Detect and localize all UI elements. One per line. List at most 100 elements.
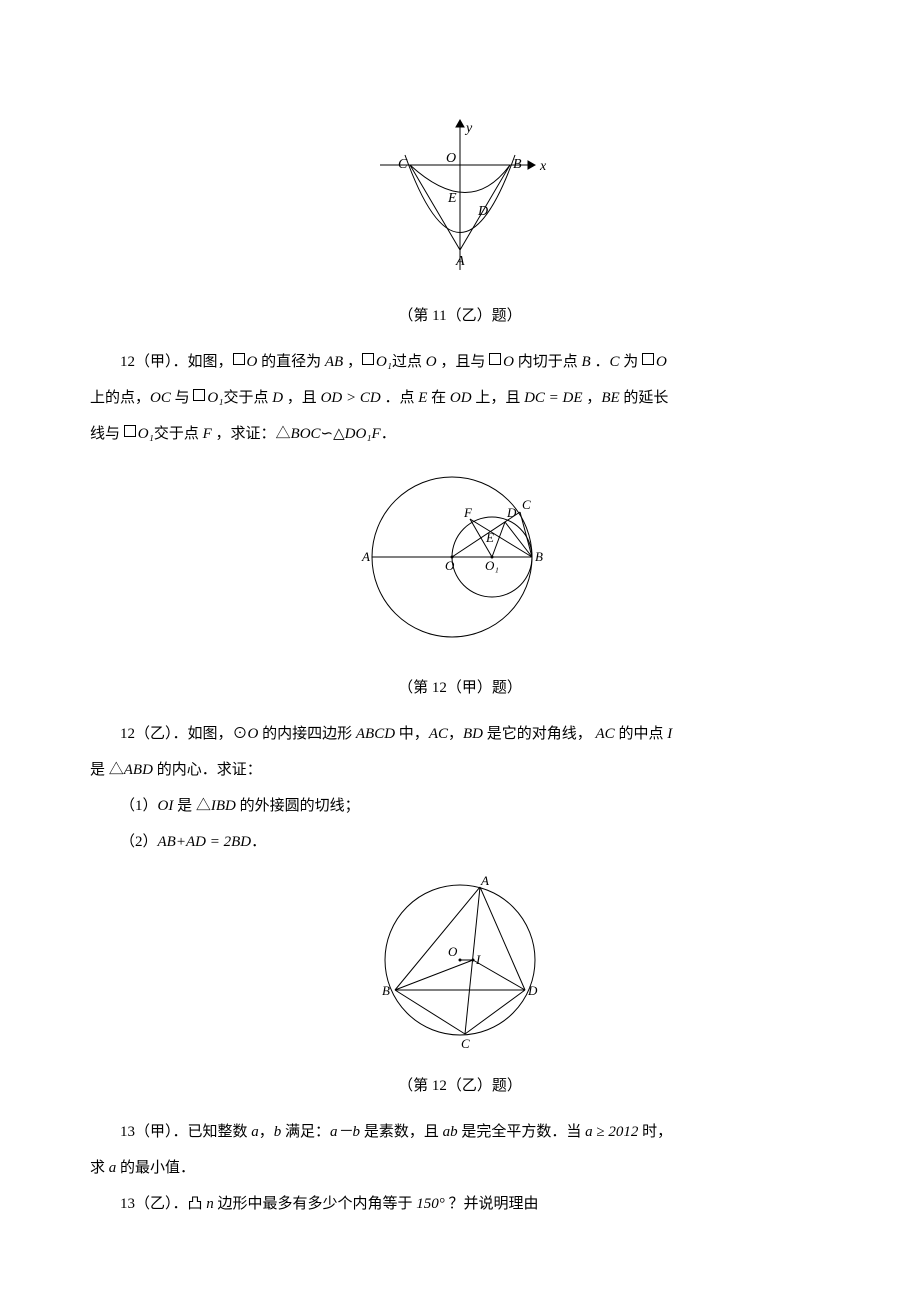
t: 的最小值． <box>116 1160 195 1176</box>
v: AC <box>429 726 448 742</box>
figure-11b: y x O C B E D A （第 11（乙）题） <box>90 110 830 334</box>
t: ，且与 <box>437 354 490 370</box>
t: 上的点， <box>90 390 150 406</box>
t: （2） <box>120 834 158 850</box>
pt-A: A <box>480 873 489 888</box>
figure-11b-svg: y x O C B E D A <box>360 110 560 280</box>
pt-O1: O₁ <box>485 558 499 573</box>
problem-13b-line1: 13（乙）．凸 n 边形中最多有多少个内角等于 150° ？并说明理由 <box>90 1186 830 1222</box>
axis-x-label: x <box>539 159 547 174</box>
pt-F: F <box>463 505 473 520</box>
figure-12a: A B C D E F O O₁ （第 12（甲）题） <box>90 462 830 706</box>
t: 的延长 <box>620 390 669 406</box>
t: 内切于点 <box>514 354 582 370</box>
t: 的直径为 <box>257 354 325 370</box>
problem-12a-line1: 12（甲）．如图，O 的直径为 AB ，O₁过点 O ，且与 O 内切于点 B … <box>90 344 830 380</box>
figure-12a-svg: A B C D E F O O₁ <box>360 462 560 652</box>
t: ．点 <box>381 390 419 406</box>
t: 是素数，且 <box>360 1124 443 1140</box>
t: 是 △ <box>173 798 211 814</box>
t: ，且 <box>283 390 321 406</box>
v: BD <box>463 726 483 742</box>
t: 交于点 <box>223 390 272 406</box>
pt-E: E <box>447 191 457 206</box>
circle-icon <box>193 389 205 401</box>
v: O <box>656 354 667 370</box>
v: F <box>203 426 212 442</box>
t: 13（甲）．已知整数 <box>120 1124 251 1140</box>
v: ab <box>443 1124 458 1140</box>
t: 时， <box>638 1124 672 1140</box>
v: D <box>272 390 283 406</box>
t: 为 <box>619 354 642 370</box>
pt-B: B <box>513 157 522 172</box>
t: 求 <box>90 1160 109 1176</box>
v: OC <box>150 390 171 406</box>
v: O <box>247 354 258 370</box>
v: a <box>251 1124 259 1140</box>
v: OI <box>158 798 174 814</box>
v: O <box>248 726 259 742</box>
pt-C: C <box>522 497 531 512</box>
t: ∽△ <box>321 426 345 442</box>
t: ，求证：△ <box>212 426 291 442</box>
v: 150° <box>416 1196 445 1212</box>
v: AC <box>596 726 615 742</box>
v: IBD <box>211 798 236 814</box>
v: DO₁F <box>345 426 381 442</box>
pt-D: D <box>506 505 517 520</box>
t: ， <box>343 354 362 370</box>
v: OD > CD <box>321 390 381 406</box>
v: O <box>503 354 514 370</box>
t: 是完全平方数．当 <box>458 1124 586 1140</box>
problem-12b-line1: 12（乙）．如图，⊙O 的内接四边形 ABCD 中，AC，BD 是它的对角线， … <box>90 716 830 752</box>
t: （1） <box>120 798 158 814</box>
problem-13a-line1: 13（甲）．已知整数 a，b 满足：a－b 是素数，且 ab 是完全平方数．当 … <box>90 1114 830 1150</box>
v: ABD <box>124 762 153 778</box>
circle-icon <box>362 353 374 365</box>
t: 的内接四边形 <box>258 726 356 742</box>
figure-12a-caption: （第 12（甲）题） <box>90 670 830 706</box>
v: C <box>609 354 619 370</box>
circle-icon <box>124 425 136 437</box>
circle-icon <box>233 353 245 365</box>
pt-E: E <box>485 530 494 545</box>
problem-12a-line3: 线与 O₁交于点 F ，求证：△BOC∽△DO₁F． <box>90 416 830 452</box>
v: BOC <box>291 426 321 442</box>
t: 过点 <box>392 354 426 370</box>
v: DC = DE <box>524 390 582 406</box>
v: O₁ <box>207 390 223 406</box>
pt-D: D <box>477 204 488 219</box>
figure-11b-caption: （第 11（乙）题） <box>90 298 830 334</box>
t: 是 △ <box>90 762 124 778</box>
v: n <box>206 1196 214 1212</box>
t: ？并说明理由 <box>445 1196 539 1212</box>
t: ， <box>259 1124 274 1140</box>
v: BE <box>601 390 619 406</box>
v: I <box>667 726 672 742</box>
t: 12（乙）．如图，⊙ <box>120 726 248 742</box>
t: 边形中最多有多少个内角等于 <box>214 1196 417 1212</box>
t: 上，且 <box>472 390 525 406</box>
pt-C: C <box>461 1036 470 1050</box>
problem-12b-line2: 是 △ABD 的内心．求证： <box>90 752 830 788</box>
t: 在 <box>427 390 450 406</box>
figure-12b: A B D C O I （第 12（乙）题） <box>90 870 830 1104</box>
pt-A: A <box>361 549 370 564</box>
v: AB+AD = 2BD <box>158 834 252 850</box>
t: 是它的对角线， <box>483 726 592 742</box>
v: ABCD <box>356 726 395 742</box>
t: 线与 <box>90 426 124 442</box>
t: 与 <box>171 390 194 406</box>
pt-C: C <box>398 157 408 172</box>
v: AB <box>325 354 343 370</box>
pt-B: B <box>382 983 390 998</box>
t: 交于点 <box>154 426 203 442</box>
t: 中， <box>395 726 429 742</box>
problem-12b-sub2: （2）AB+AD = 2BD． <box>90 824 830 860</box>
t: ， <box>448 726 463 742</box>
t: 13（乙）．凸 <box>120 1196 206 1212</box>
problem-12b-sub1: （1）OI 是 △IBD 的外接圆的切线； <box>90 788 830 824</box>
t: ． <box>251 834 266 850</box>
pt-I: I <box>475 952 481 967</box>
